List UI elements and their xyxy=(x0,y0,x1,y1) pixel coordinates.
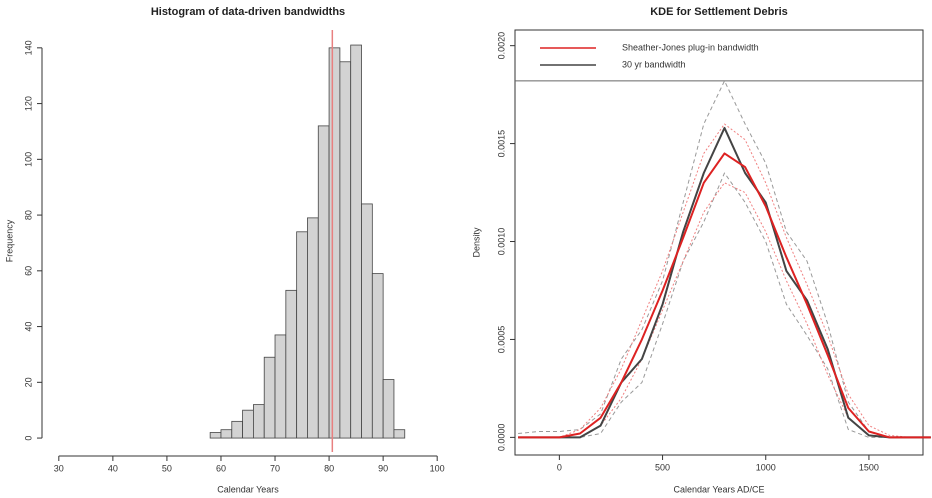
bar xyxy=(317,125,330,439)
series-line xyxy=(518,80,931,438)
x-tick-label: 1000 xyxy=(756,462,776,472)
y-tick-label: 80 xyxy=(23,210,33,220)
y-tick-label: 0.0010 xyxy=(496,228,506,256)
series-line xyxy=(518,182,931,438)
y-tick-label: 60 xyxy=(23,266,33,276)
series-line xyxy=(518,126,931,439)
y-tick-label: 0.0005 xyxy=(496,326,506,354)
bar xyxy=(361,203,373,439)
series-line xyxy=(518,152,931,439)
bar xyxy=(285,289,298,439)
bar xyxy=(393,429,406,439)
chart-title: Histogram of data-driven bandwidths xyxy=(151,6,345,18)
chart-title: KDE for Settlement Debris xyxy=(650,6,788,18)
bar xyxy=(220,429,233,439)
plot-frame xyxy=(514,29,924,456)
y-tick-label: 40 xyxy=(23,322,33,332)
y-tick-label: 120 xyxy=(23,96,33,111)
x-tick-label: 40 xyxy=(108,463,118,473)
x-tick-label: 70 xyxy=(270,463,280,473)
y-tick-label: 100 xyxy=(23,152,33,167)
x-tick-label: 500 xyxy=(655,462,670,472)
y-axis-label: Frequency xyxy=(4,219,14,262)
y-axis-label: Density xyxy=(471,227,481,258)
bar xyxy=(382,379,395,439)
bar xyxy=(350,44,362,439)
x-tick-label: 1500 xyxy=(859,462,879,472)
bar xyxy=(231,420,243,439)
x-tick-label: 0 xyxy=(557,462,562,472)
x-axis-label: Calendar Years xyxy=(217,484,279,494)
bar xyxy=(307,217,319,439)
x-tick-label: 80 xyxy=(324,463,334,473)
bar xyxy=(296,231,308,439)
bar xyxy=(328,47,341,439)
bar xyxy=(263,356,276,439)
x-axis-label: Calendar Years AD/CE xyxy=(673,484,764,494)
bar xyxy=(209,432,222,439)
bar xyxy=(242,409,254,439)
series-line xyxy=(518,172,931,438)
y-tick-label: 0.0020 xyxy=(496,32,506,60)
y-tick-label: 0 xyxy=(23,436,33,441)
bar xyxy=(274,334,287,439)
x-tick-label: 90 xyxy=(378,463,388,473)
x-tick-label: 50 xyxy=(162,463,172,473)
bar xyxy=(371,273,384,439)
bar xyxy=(253,404,265,439)
series-line xyxy=(518,123,931,438)
y-tick-label: 140 xyxy=(23,40,33,55)
legend-label: Sheather-Jones plug-in bandwidth xyxy=(622,42,759,52)
y-tick-label: 0.0000 xyxy=(496,424,506,452)
x-tick-label: 60 xyxy=(216,463,226,473)
legend-label: 30 yr bandwidth xyxy=(622,59,686,69)
y-tick-label: 20 xyxy=(23,377,33,387)
bar xyxy=(339,61,352,439)
x-tick-label: 30 xyxy=(54,463,64,473)
x-tick-label: 100 xyxy=(430,463,445,473)
y-tick-label: 0.0015 xyxy=(496,130,506,158)
